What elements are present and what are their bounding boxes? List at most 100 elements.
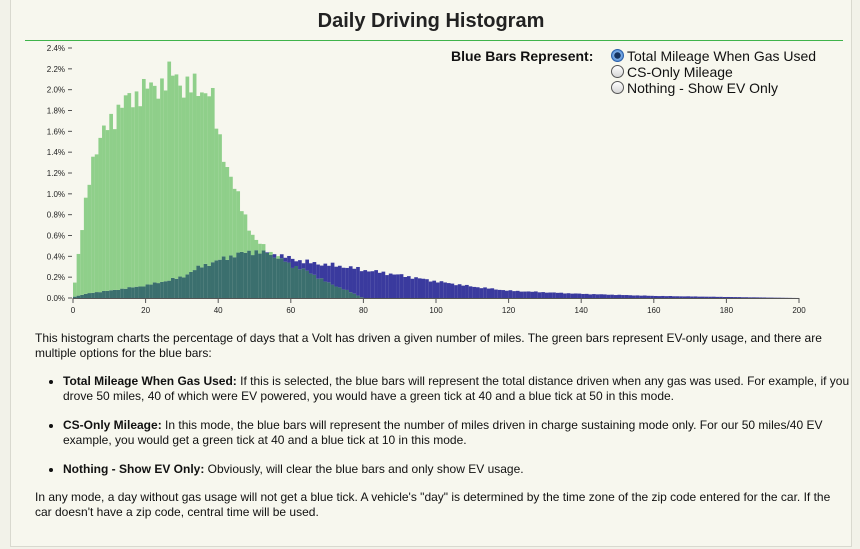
histogram-bar: [76, 295, 81, 298]
histogram-bar: [258, 243, 262, 254]
histogram-bar: [494, 289, 498, 298]
radio-icon[interactable]: [611, 65, 624, 78]
y-tick-label: 1.8%: [47, 107, 65, 116]
histogram-bar: [563, 293, 567, 298]
histogram-bar: [537, 292, 542, 298]
item-lead: Total Mileage When Gas Used:: [63, 374, 237, 388]
histogram-bar: [715, 296, 720, 298]
radio-cs-only[interactable]: CS-Only Mileage: [611, 64, 733, 80]
radio-total-mileage[interactable]: Total Mileage When Gas Used: [611, 48, 816, 64]
histogram-bar: [123, 288, 128, 298]
histogram-bar: [109, 113, 113, 291]
histogram-bar: [239, 211, 244, 252]
histogram-bar: [483, 287, 487, 298]
histogram-bar: [664, 296, 669, 298]
histogram-bar: [87, 293, 92, 298]
histogram-bar: [544, 292, 549, 298]
histogram-bar: [737, 297, 741, 298]
histogram-bar: [174, 278, 179, 298]
histogram-bar: [305, 259, 309, 271]
histogram-bar: [225, 259, 230, 298]
x-tick-label: 140: [575, 306, 589, 315]
histogram-bar: [112, 289, 117, 298]
histogram-bar: [203, 93, 208, 264]
histogram-bar: [711, 296, 716, 298]
histogram-bar: [308, 273, 313, 298]
histogram-bar: [152, 85, 157, 283]
histogram-bar: [668, 296, 672, 298]
histogram-panel: Daily Driving Histogram 0 20 40 60 80 100 120 1…: [10, 0, 852, 547]
histogram-bar: [345, 289, 349, 298]
histogram-bar: [657, 296, 662, 298]
radio-show-ev-only[interactable]: Nothing - Show EV Only: [611, 80, 778, 96]
histogram-bar: [592, 294, 596, 298]
histogram-bar: [181, 277, 186, 298]
histogram-bar: [254, 250, 259, 298]
radio-icon[interactable]: [611, 49, 624, 62]
histogram-bar: [337, 265, 342, 288]
histogram-bar: [348, 266, 353, 293]
histogram-bar: [185, 76, 190, 275]
histogram-bar: [722, 297, 727, 298]
histogram-bar: [679, 296, 683, 298]
histogram-bar: [610, 294, 614, 298]
histogram-bar: [352, 293, 357, 298]
histogram-bar: [504, 290, 509, 298]
histogram-bar: [149, 284, 153, 298]
histogram-bar: [341, 267, 346, 290]
histogram-bar: [599, 294, 604, 298]
histogram-bar: [323, 281, 328, 298]
histogram-bar: [94, 154, 99, 293]
histogram-bar: [708, 296, 712, 298]
histogram-bar: [730, 297, 734, 298]
histogram-bar: [690, 296, 694, 298]
histogram-bar: [192, 270, 197, 298]
histogram-bar: [584, 293, 589, 298]
list-item: CS-Only Mileage: In this mode, the blue …: [63, 418, 850, 448]
histogram-bar: [642, 295, 647, 298]
histogram-bar: [501, 290, 506, 298]
histogram-bar: [290, 258, 295, 268]
item-lead: CS-Only Mileage:: [63, 418, 162, 432]
histogram-bar: [131, 287, 135, 298]
histogram-bar: [704, 296, 709, 298]
histogram-bar: [127, 287, 132, 298]
histogram-bar: [573, 293, 578, 298]
histogram-bar: [352, 268, 357, 294]
histogram-bar: [541, 292, 545, 298]
histogram-bar: [120, 107, 124, 289]
histogram-bar: [105, 130, 110, 291]
histogram-bar: [475, 287, 480, 298]
y-tick-label: 0.2%: [47, 273, 65, 282]
histogram-bar: [98, 137, 103, 293]
histogram-bar: [515, 290, 520, 298]
histogram-bar: [341, 289, 346, 298]
histogram-bar: [399, 274, 404, 298]
radio-icon[interactable]: [611, 81, 624, 94]
histogram-bar: [298, 260, 302, 270]
histogram-bar: [726, 296, 731, 298]
histogram-bar: [116, 104, 121, 290]
histogram-bar: [748, 297, 752, 298]
histogram-bar: [112, 129, 117, 290]
histogram-bar: [374, 270, 378, 298]
histogram-bar: [490, 288, 495, 298]
histogram-bar: [595, 294, 600, 298]
x-tick-label: 120: [502, 306, 516, 315]
histogram-bar: [744, 297, 749, 298]
histogram-bar: [406, 276, 411, 298]
mode-list: Total Mileage When Gas Used: If this is …: [35, 374, 850, 477]
histogram-bar: [134, 286, 139, 298]
histogram-bar: [185, 274, 190, 298]
histogram-bar: [628, 295, 633, 298]
y-tick-label: 1.0%: [47, 190, 65, 199]
histogram-bar: [356, 266, 360, 296]
y-tick-label: 0.4%: [47, 252, 65, 261]
description-intro: This histogram charts the percentage of …: [35, 331, 822, 360]
histogram-bar: [171, 277, 175, 298]
histogram-bar: [559, 292, 564, 298]
y-tick-label: 1.6%: [47, 127, 65, 136]
histogram-bar: [446, 283, 451, 298]
histogram-bar: [239, 251, 244, 298]
histogram-bar: [555, 292, 560, 298]
